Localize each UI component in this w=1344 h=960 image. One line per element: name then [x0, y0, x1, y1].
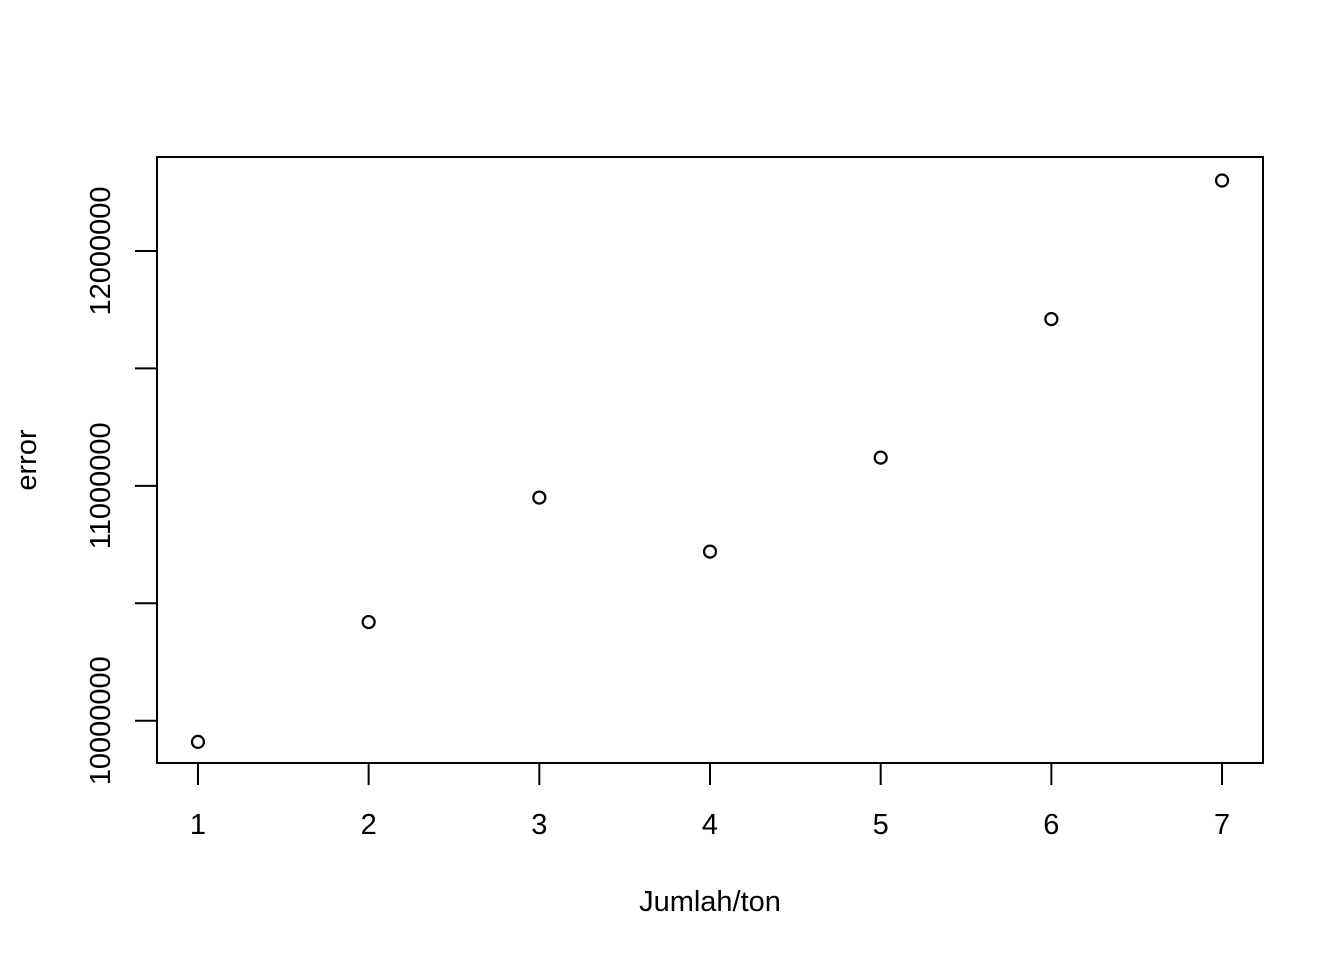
y-tick-label: 11000000: [85, 422, 117, 549]
data-point: [1044, 311, 1059, 327]
data-point: [190, 734, 206, 749]
data-point: [702, 544, 718, 559]
y-tick-label: 10000000: [85, 656, 117, 785]
y-axis-label: error: [11, 429, 43, 491]
x-axis: 1 2 3 4 5 6 7: [190, 762, 1230, 841]
plot-frame: [156, 156, 1264, 764]
data-point: [532, 490, 547, 505]
y-axis: 10000000 11000000 12000000: [85, 186, 158, 785]
data-point: [873, 450, 888, 465]
data-point: [1214, 173, 1230, 188]
x-tick-label: 7: [1214, 809, 1230, 841]
data-points: [190, 173, 1230, 749]
x-tick-label: 4: [702, 809, 718, 841]
x-axis-label: Jumlah/ton: [639, 886, 781, 918]
x-tick-label: 5: [873, 809, 889, 841]
x-tick-label: 3: [531, 809, 547, 841]
data-point: [361, 614, 376, 630]
x-tick-label: 6: [1043, 809, 1059, 841]
y-tick-label: 12000000: [85, 186, 117, 315]
x-tick-label: 2: [361, 809, 377, 841]
x-tick-label: 1: [190, 809, 206, 841]
